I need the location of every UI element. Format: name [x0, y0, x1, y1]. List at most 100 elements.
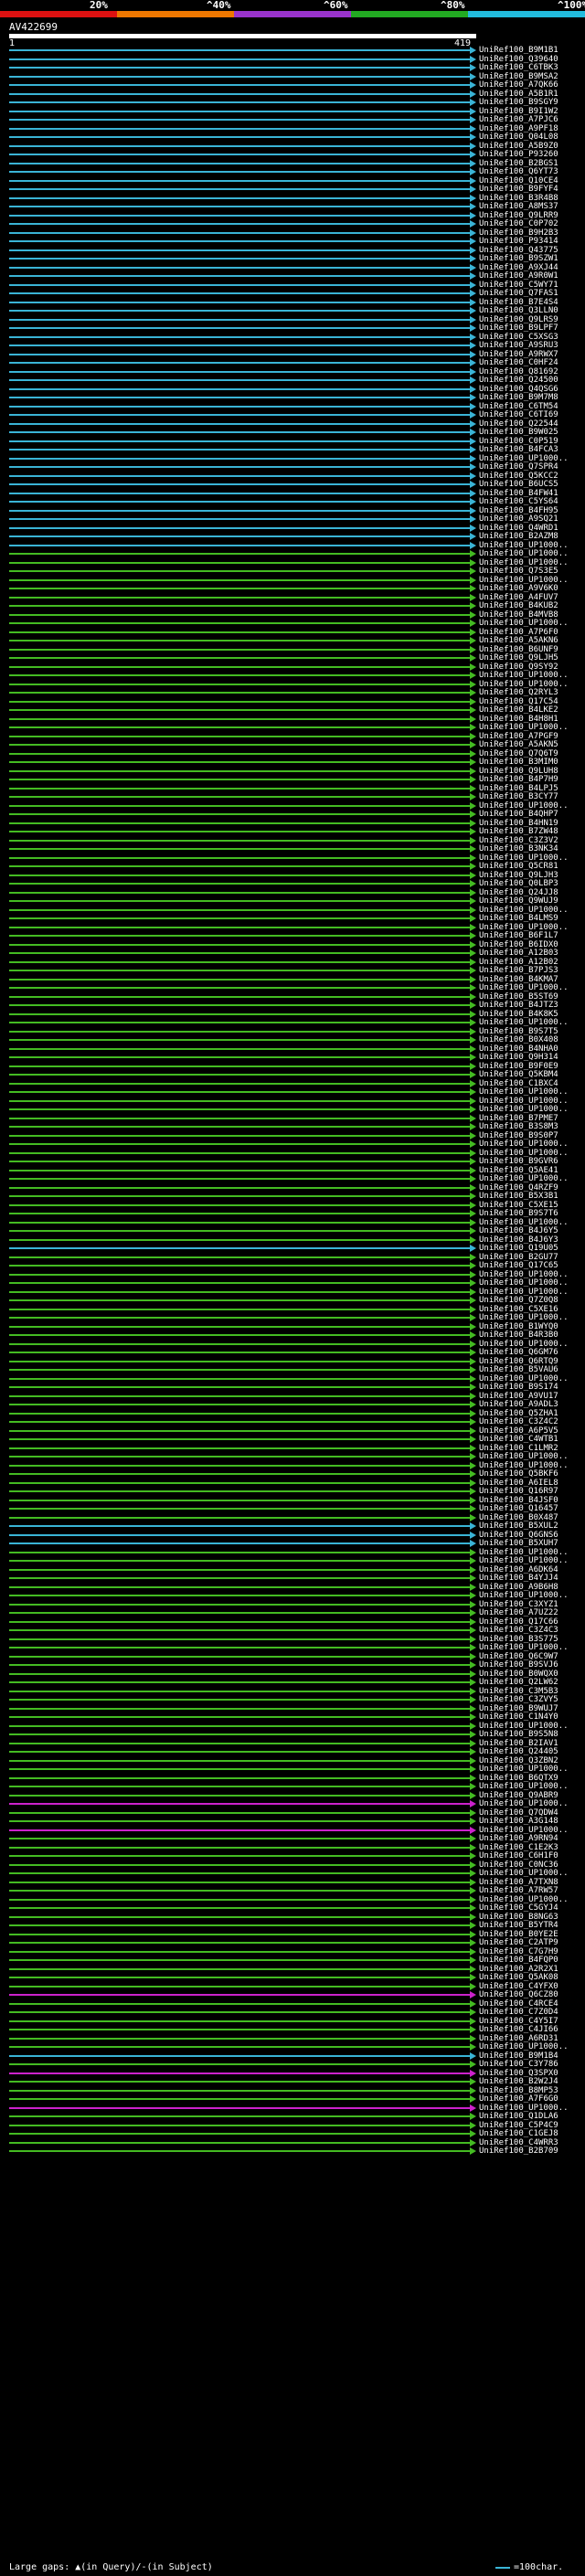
- hit-label[interactable]: UniRef100_A12B03: [479, 949, 558, 958]
- hit-label[interactable]: UniRef100_B7PJS3: [479, 966, 558, 975]
- hit-label[interactable]: UniRef100_Q5KCC2: [479, 471, 558, 481]
- hit-label[interactable]: UniRef100_B7PME7: [479, 1113, 558, 1123]
- hit-label[interactable]: UniRef100_A7F6G0: [479, 2094, 558, 2104]
- hit-label[interactable]: UniRef100_UP1000..: [479, 1782, 569, 1791]
- hit-label[interactable]: UniRef100_Q2LW62: [479, 1678, 558, 1687]
- hit-label[interactable]: UniRef100_Q10CE4: [479, 175, 558, 186]
- hit-label[interactable]: UniRef100_A5AKN6: [479, 636, 558, 645]
- hit-label[interactable]: UniRef100_C0P702: [479, 219, 558, 228]
- hit-label[interactable]: UniRef100_C3Z3V2: [479, 835, 558, 845]
- hit-label[interactable]: UniRef100_Q9WUJ9: [479, 896, 558, 906]
- hit-label[interactable]: UniRef100_Q3LLN0: [479, 306, 558, 315]
- hit-label[interactable]: UniRef100_C2ATP9: [479, 1938, 558, 1947]
- hit-label[interactable]: UniRef100_Q24405: [479, 1747, 558, 1756]
- hit-label[interactable]: UniRef100_Q4RZF9: [479, 1182, 558, 1193]
- hit-label[interactable]: UniRef100_C0P519: [479, 436, 558, 446]
- hit-label[interactable]: UniRef100_UP1000..: [479, 1799, 569, 1808]
- hit-label[interactable]: UniRef100_UP1000..: [479, 1096, 569, 1106]
- hit-label[interactable]: UniRef100_B8NG63: [479, 1912, 558, 1922]
- hit-label[interactable]: UniRef100_A9R0W1: [479, 271, 558, 281]
- hit-label[interactable]: UniRef100_A6IEL8: [479, 1478, 558, 1488]
- hit-label[interactable]: UniRef100_UP1000..: [479, 1373, 569, 1383]
- hit-label[interactable]: UniRef100_UP1000..: [479, 983, 569, 992]
- hit-label[interactable]: UniRef100_Q6GNS6: [479, 1530, 558, 1540]
- hit-label[interactable]: UniRef100_C3Z4C3: [479, 1626, 558, 1635]
- hit-label[interactable]: UniRef100_B9S7T5: [479, 1026, 558, 1036]
- hit-label[interactable]: UniRef100_UP1000..: [479, 1339, 569, 1349]
- hit-label[interactable]: UniRef100_B4KUB2: [479, 601, 558, 610]
- hit-label[interactable]: UniRef100_C3Y786: [479, 2060, 558, 2069]
- hit-label[interactable]: UniRef100_Q5AE41: [479, 1165, 558, 1175]
- hit-label[interactable]: UniRef100_B4MVB8: [479, 610, 558, 620]
- hit-label[interactable]: UniRef100_B6UNF9: [479, 644, 558, 654]
- hit-label[interactable]: UniRef100_UP1000..: [479, 540, 569, 550]
- hit-label[interactable]: UniRef100_A7PJC6: [479, 115, 558, 124]
- hit-label[interactable]: UniRef100_P93414: [479, 237, 558, 246]
- hit-label[interactable]: UniRef100_C3ZVY5: [479, 1695, 558, 1704]
- hit-label[interactable]: UniRef100_UP1000..: [479, 1591, 569, 1600]
- hit-label[interactable]: UniRef100_Q9LJH3: [479, 870, 558, 880]
- hit-label[interactable]: UniRef100_B9SGY9: [479, 98, 558, 107]
- hit-label[interactable]: UniRef100_B4J6Y5: [479, 1226, 558, 1235]
- hit-label[interactable]: UniRef100_B9LPF7: [479, 323, 558, 333]
- hit-label[interactable]: UniRef100_B9F0E9: [479, 1061, 558, 1071]
- hit-label[interactable]: UniRef100_A9B6H8: [479, 1582, 558, 1592]
- hit-label[interactable]: UniRef100_B5XUL2: [479, 1521, 558, 1531]
- hit-label[interactable]: UniRef100_Q1DLA6: [479, 2112, 558, 2121]
- hit-label[interactable]: UniRef100_UP1000..: [479, 575, 569, 585]
- hit-label[interactable]: UniRef100_B2BGS1: [479, 158, 558, 168]
- hit-label[interactable]: UniRef100_B9MSA2: [479, 71, 558, 81]
- hit-label[interactable]: UniRef100_B4YJJ4: [479, 1574, 558, 1583]
- hit-label[interactable]: UniRef100_UP1000..: [479, 922, 569, 932]
- hit-label[interactable]: UniRef100_B0WQX0: [479, 1669, 558, 1679]
- hit-label[interactable]: UniRef100_B9M1B4: [479, 2051, 558, 2061]
- hit-label[interactable]: UniRef100_C5XE16: [479, 1304, 558, 1314]
- hit-label[interactable]: UniRef100_B2B709: [479, 2147, 558, 2156]
- hit-label[interactable]: UniRef100_A7PGF9: [479, 731, 558, 741]
- hit-label[interactable]: UniRef100_Q17C66: [479, 1617, 558, 1627]
- hit-label[interactable]: UniRef100_B9M1B1: [479, 46, 558, 55]
- hit-label[interactable]: UniRef100_Q4QSG6: [479, 384, 558, 394]
- hit-label[interactable]: UniRef100_B3S8M3: [479, 1122, 558, 1131]
- hit-label[interactable]: UniRef100_Q5ZHA1: [479, 1408, 558, 1418]
- hit-label[interactable]: UniRef100_UP1000..: [479, 2103, 569, 2113]
- hit-label[interactable]: UniRef100_C1GEJ8: [479, 2129, 558, 2138]
- hit-label[interactable]: UniRef100_B7ZW48: [479, 827, 558, 836]
- hit-label[interactable]: UniRef100_Q9SY92: [479, 662, 558, 672]
- hit-label[interactable]: UniRef100_B3MIM0: [479, 758, 558, 767]
- hit-label[interactable]: UniRef100_A2R2X1: [479, 1964, 558, 1974]
- hit-label[interactable]: UniRef100_Q7S3E5: [479, 567, 558, 576]
- hit-label[interactable]: UniRef100_UP1000..: [479, 1313, 569, 1322]
- hit-label[interactable]: UniRef100_A7UZ22: [479, 1608, 558, 1617]
- hit-label[interactable]: UniRef100_UP1000..: [479, 1269, 569, 1279]
- hit-label[interactable]: UniRef100_UP1000..: [479, 1765, 569, 1774]
- hit-label[interactable]: UniRef100_B3CY77: [479, 792, 558, 801]
- hit-label[interactable]: UniRef100_Q7SPR4: [479, 462, 558, 472]
- hit-label[interactable]: UniRef100_B5X3B1: [479, 1192, 558, 1201]
- hit-label[interactable]: UniRef100_A9SRU3: [479, 341, 558, 350]
- hit-label[interactable]: UniRef100_A7QK66: [479, 80, 558, 90]
- hit-label[interactable]: UniRef100_B2AZM8: [479, 532, 558, 541]
- hit-label[interactable]: UniRef100_B0YE2E: [479, 1929, 558, 1939]
- hit-label[interactable]: UniRef100_B9SZW1: [479, 254, 558, 263]
- hit-label[interactable]: UniRef100_C5WY71: [479, 280, 558, 290]
- hit-label[interactable]: UniRef100_A4FUV7: [479, 592, 558, 602]
- hit-label[interactable]: UniRef100_UP1000..: [479, 1148, 569, 1158]
- hit-label[interactable]: UniRef100_UP1000..: [479, 549, 569, 558]
- hit-label[interactable]: UniRef100_C4YFX0: [479, 1981, 558, 1991]
- hit-label[interactable]: UniRef100_Q43775: [479, 245, 558, 255]
- hit-label[interactable]: UniRef100_Q17C54: [479, 696, 558, 706]
- hit-label[interactable]: UniRef100_C1N4Y0: [479, 1712, 558, 1722]
- hit-label[interactable]: UniRef100_Q7Q6T9: [479, 748, 558, 758]
- hit-label[interactable]: UniRef100_B4FH95: [479, 505, 558, 515]
- hit-label[interactable]: UniRef100_UP1000..: [479, 1018, 569, 1027]
- hit-label[interactable]: UniRef100_B9S5N8: [479, 1730, 558, 1739]
- hit-label[interactable]: UniRef100_B0X487: [479, 1512, 558, 1522]
- hit-label[interactable]: UniRef100_B2IAV1: [479, 1738, 558, 1748]
- hit-label[interactable]: UniRef100_B6F1L7: [479, 931, 558, 940]
- hit-label[interactable]: UniRef100_UP1000..: [479, 1217, 569, 1227]
- hit-label[interactable]: UniRef100_Q04L08: [479, 133, 558, 142]
- hit-label[interactable]: UniRef100_B9H2B3: [479, 228, 558, 238]
- hit-label[interactable]: UniRef100_B0X408: [479, 1035, 558, 1044]
- hit-label[interactable]: UniRef100_UP1000..: [479, 1721, 569, 1731]
